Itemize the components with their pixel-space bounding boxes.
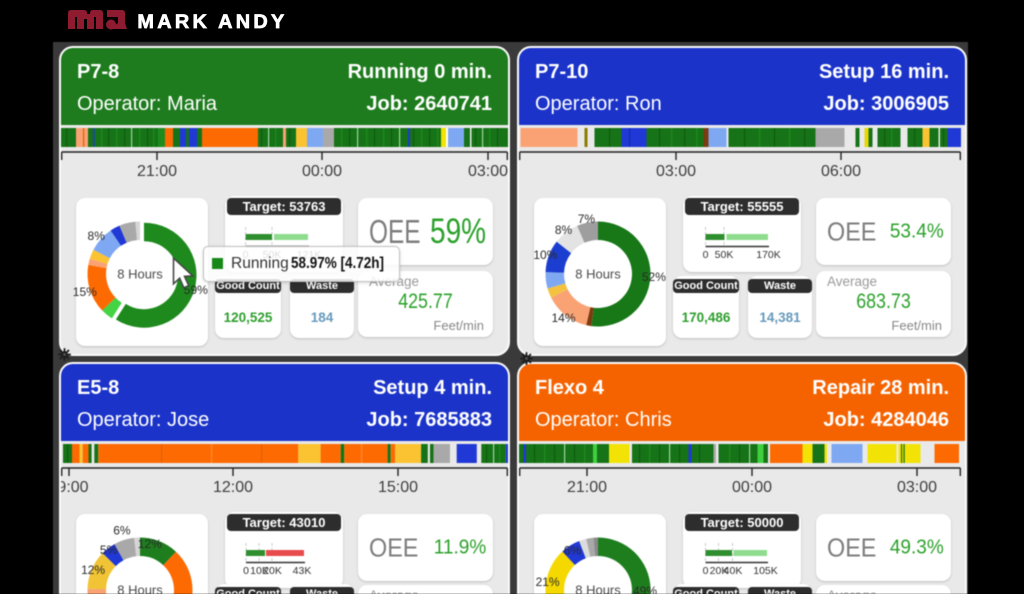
svg-text:20K: 20K: [263, 565, 282, 577]
svg-text:15%: 15%: [73, 285, 97, 299]
svg-text:21%: 21%: [536, 575, 560, 589]
svg-text:12%: 12%: [81, 563, 105, 577]
svg-text:8 Hours: 8 Hours: [117, 583, 163, 594]
svg-text:49%: 49%: [633, 584, 657, 594]
svg-text:52%: 52%: [642, 270, 666, 284]
svg-text:5%: 5%: [100, 543, 118, 557]
svg-text:10%: 10%: [533, 248, 557, 262]
svg-text:0: 0: [243, 565, 249, 577]
svg-text:8 Hours: 8 Hours: [575, 267, 621, 282]
svg-text:12%: 12%: [138, 537, 162, 551]
svg-text:8%: 8%: [555, 223, 573, 237]
svg-text:170K: 170K: [756, 249, 781, 261]
svg-text:50K: 50K: [715, 249, 734, 261]
svg-text:6%: 6%: [564, 544, 582, 558]
svg-text:0: 0: [703, 249, 709, 261]
svg-text:14%: 14%: [551, 311, 575, 325]
svg-text:59%: 59%: [184, 283, 208, 297]
svg-text:7%: 7%: [578, 212, 596, 226]
svg-text:0: 0: [703, 565, 709, 577]
svg-text:105K: 105K: [753, 565, 778, 577]
svg-text:10K: 10K: [250, 565, 269, 577]
svg-text:8 Hours: 8 Hours: [575, 583, 621, 594]
svg-text:20K: 20K: [710, 565, 729, 577]
svg-text:MARK ANDY: MARK ANDY: [137, 11, 287, 33]
svg-text:8%: 8%: [88, 229, 106, 243]
svg-text:6%: 6%: [113, 524, 131, 538]
svg-text:8 Hours: 8 Hours: [117, 267, 163, 282]
svg-text:40K: 40K: [724, 565, 743, 577]
svg-text:43K: 43K: [293, 565, 312, 577]
